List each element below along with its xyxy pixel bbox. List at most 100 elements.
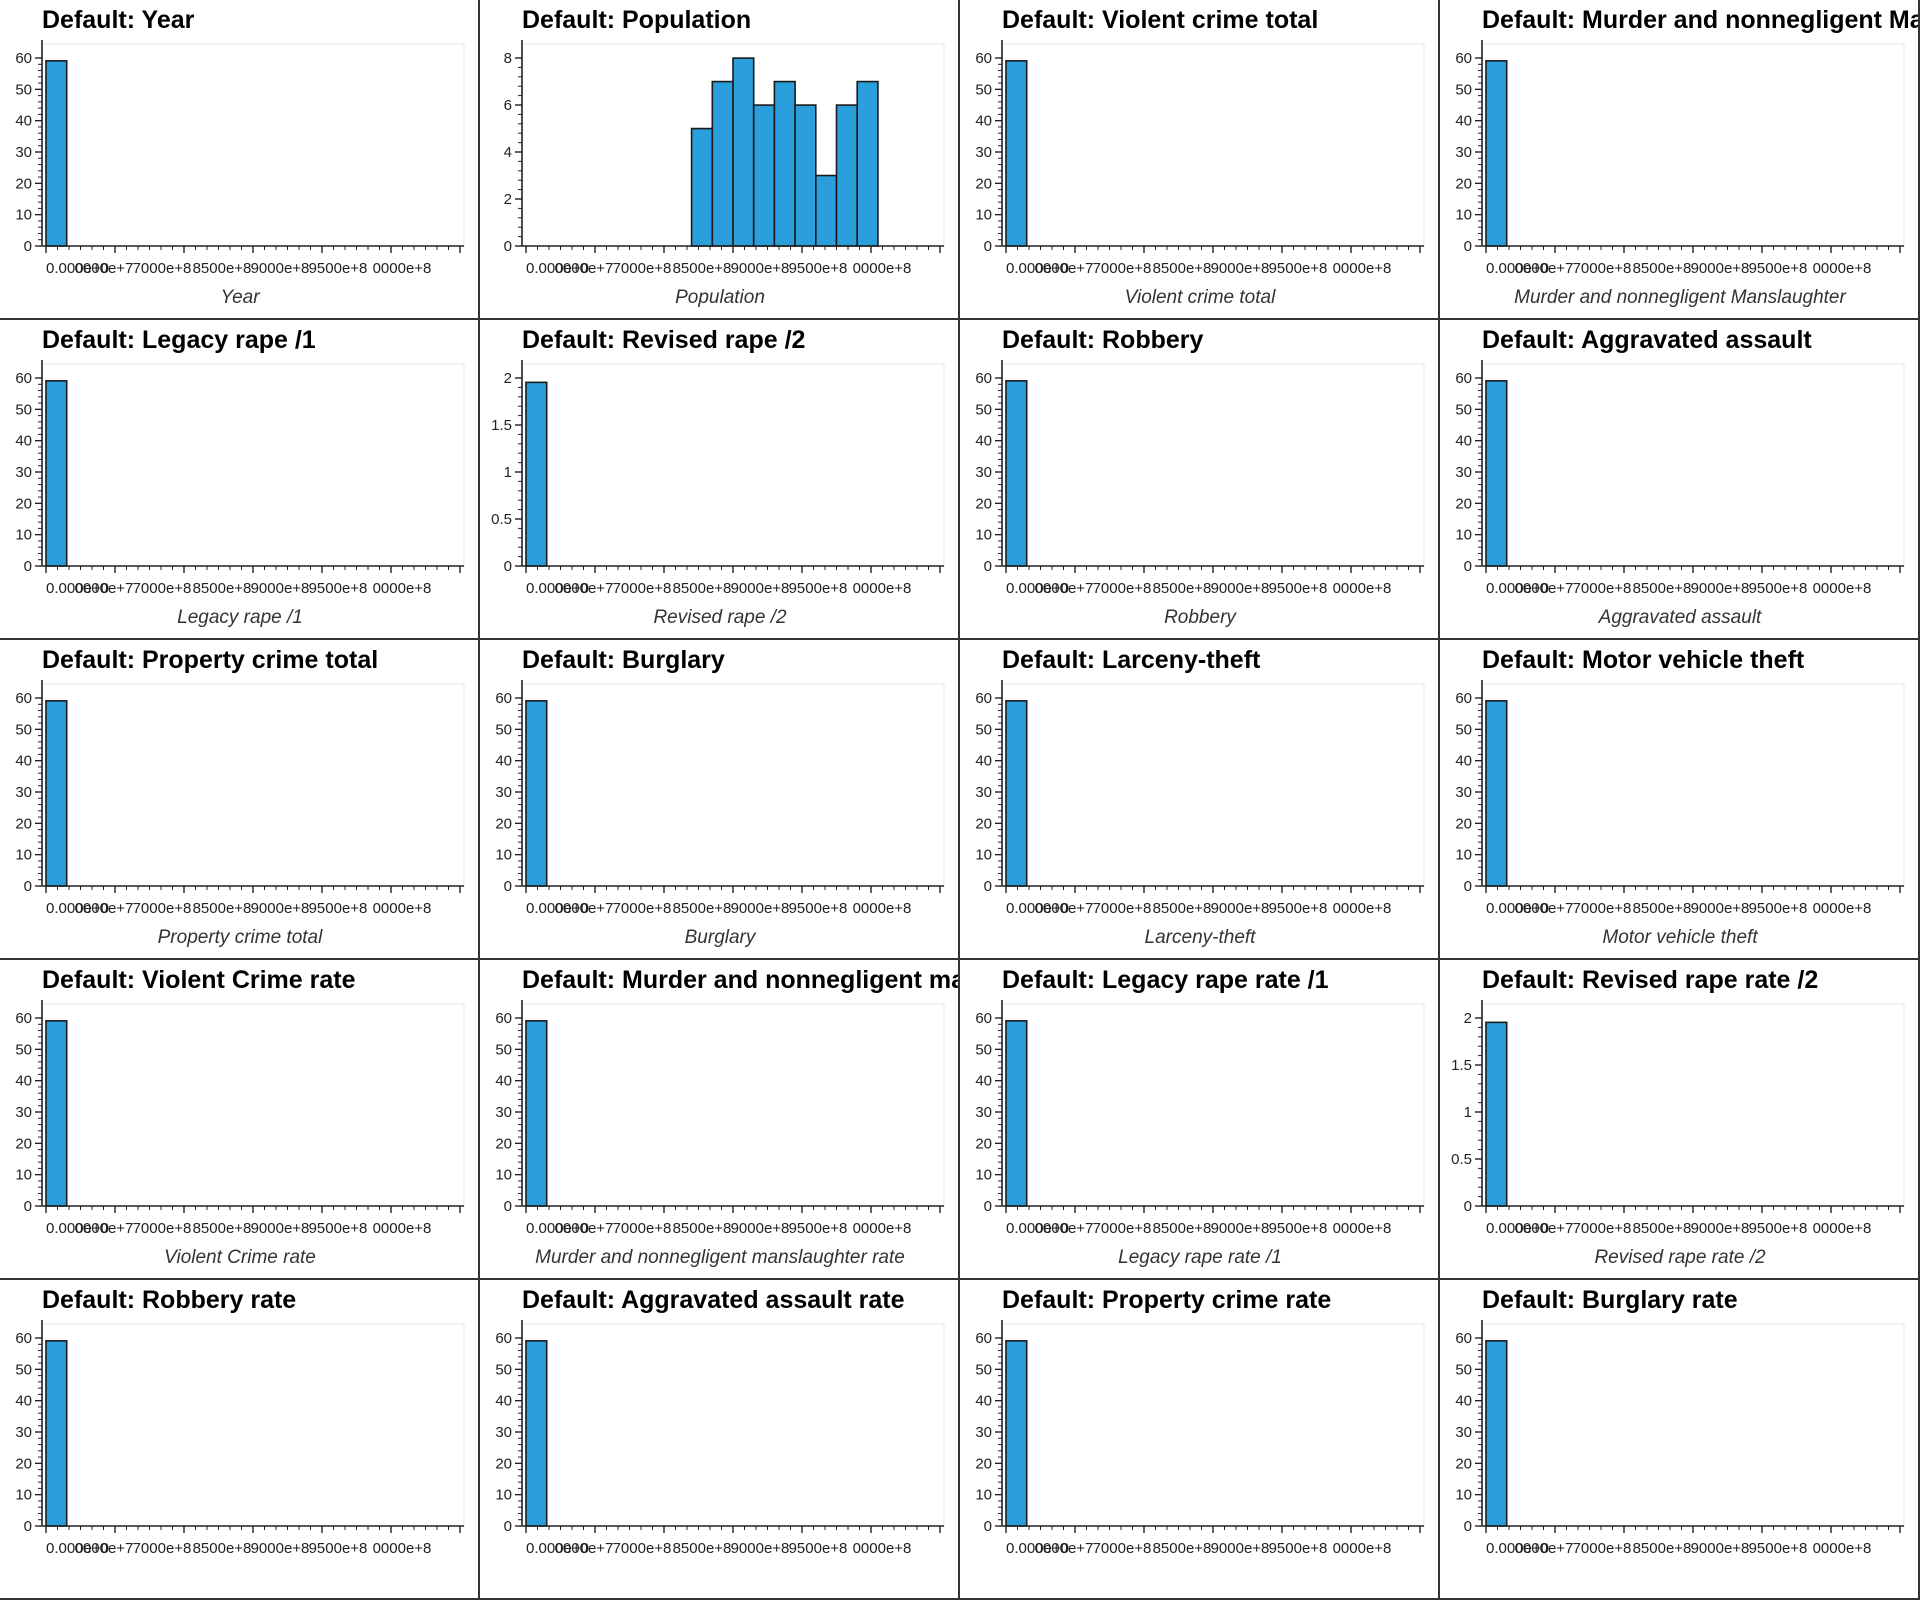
x-tick-label: 0000e+8 xyxy=(1333,1220,1392,1237)
chart-title: Default: Larceny-theft xyxy=(1002,646,1261,674)
y-tick-label: 0 xyxy=(504,238,512,255)
chart-title: Default: Violent crime total xyxy=(1002,6,1319,34)
x-tick-label: 0000e+7 xyxy=(555,1220,614,1237)
y-tick-label: 10 xyxy=(15,847,32,864)
chart-panel: 0 10 20 30 40 50 60 0.000e+0 0000e+7 7000e+8 8500e… xyxy=(960,640,1440,960)
y-tick-label: 30 xyxy=(495,784,512,801)
x-axis-label: Legacy rape rate /1 xyxy=(1118,1247,1282,1268)
x-tick-label: 0000e+8 xyxy=(1333,260,1392,277)
chart-panel: 0 10 20 30 40 50 60 0.000e+0 0000e+7 7000e+8 8500e… xyxy=(480,960,960,1280)
x-tick-label: 0000e+8 xyxy=(1333,580,1392,597)
chart-panel: 0 10 20 30 40 50 60 0.000e+0 0000e+7 7000e+8 8500e… xyxy=(1440,640,1920,960)
y-tick-label: 60 xyxy=(495,690,512,707)
x-tick-label: 9500e+8 xyxy=(309,580,368,597)
x-axis-label: Murder and nonnegligent Manslaughter xyxy=(1514,287,1846,308)
x-axis-label: Robbery xyxy=(1164,607,1236,628)
y-tick-label: 60 xyxy=(1455,50,1472,67)
y-tick-label: 10 xyxy=(15,527,32,544)
y-tick-label: 20 xyxy=(975,175,992,192)
histogram-bar xyxy=(525,381,548,567)
y-tick-label: 1 xyxy=(1464,1104,1472,1121)
y-tick-label: 40 xyxy=(975,433,992,450)
plot-frame xyxy=(1001,1323,1425,1527)
x-tick-label: 0.000e+0 xyxy=(526,260,589,277)
histogram-bar xyxy=(45,1340,68,1527)
x-tick-label: 0000e+8 xyxy=(1333,1540,1392,1557)
x-tick-label: 0000e+7 xyxy=(1515,1220,1574,1237)
histogram-bar xyxy=(1485,380,1508,567)
y-tick-label: 50 xyxy=(15,1041,32,1058)
y-tick-label: 40 xyxy=(15,433,32,450)
x-tick-label: 0.000e+0 xyxy=(46,580,109,597)
y-tick-label: 50 xyxy=(1455,1361,1472,1378)
x-tick-label: 9500e+8 xyxy=(1749,1220,1808,1237)
x-tick-label: 0.000e+0 xyxy=(526,1220,589,1237)
y-tick-label: 30 xyxy=(1455,144,1472,161)
x-tick-label: 8500e+8 xyxy=(193,260,252,277)
y-tick-label: 30 xyxy=(1455,1424,1472,1441)
chart-panel: 0 0.5 1 1.5 2 0.000e+0 0000e+7 7000e+8 8500e+8 90… xyxy=(480,320,960,640)
y-tick-label: 20 xyxy=(1455,815,1472,832)
x-tick-label: 0000e+7 xyxy=(75,900,134,917)
x-tick-label: 0000e+7 xyxy=(1515,1540,1574,1557)
x-tick-label: 9000e+8 xyxy=(731,1220,790,1237)
y-tick-label: 60 xyxy=(975,1010,992,1027)
x-tick-label: 0000e+7 xyxy=(1515,260,1574,277)
chart-panel: 0 10 20 30 40 50 60 0.000e+0 0000e+7 7000e+8 8500e… xyxy=(1440,0,1920,320)
histogram-bar xyxy=(773,80,796,247)
x-tick-label: 0000e+7 xyxy=(555,900,614,917)
y-tick-label: 50 xyxy=(975,1041,992,1058)
y-tick-label: 0 xyxy=(504,1518,512,1535)
histogram-bar xyxy=(1485,60,1508,247)
chart-title: Default: Revised rape rate /2 xyxy=(1482,966,1819,994)
x-tick-label: 9000e+8 xyxy=(251,1540,310,1557)
x-tick-label: 7000e+8 xyxy=(133,580,192,597)
y-tick-label: 40 xyxy=(15,1073,32,1090)
y-tick-label: 60 xyxy=(975,690,992,707)
x-axis-label: Violent Crime rate xyxy=(164,1247,316,1268)
x-tick-label: 8500e+8 xyxy=(673,900,732,917)
y-tick-label: 0 xyxy=(504,878,512,895)
chart-title: Default: Property crime total xyxy=(42,646,379,674)
chart-title: Default: Aggravated assault rate xyxy=(522,1286,905,1314)
y-tick-label: 40 xyxy=(1455,113,1472,130)
x-tick-label: 0000e+8 xyxy=(853,260,912,277)
y-tick-label: 0 xyxy=(984,238,992,255)
y-tick-label: 50 xyxy=(975,401,992,418)
y-tick-label: 40 xyxy=(15,1393,32,1410)
x-tick-label: 0000e+7 xyxy=(555,580,614,597)
x-tick-label: 7000e+8 xyxy=(613,1540,672,1557)
y-tick-label: 20 xyxy=(975,815,992,832)
chart-panel: 0 10 20 30 40 50 60 0.000e+0 0000e+7 7000e+8 8500e… xyxy=(0,960,480,1280)
chart-panel: 0 2 4 6 8 0.000e+0 0000e+7 7000e+8 8500e+8 9000e+… xyxy=(480,0,960,320)
x-tick-label: 9000e+8 xyxy=(1691,1220,1750,1237)
x-tick-label: 9000e+8 xyxy=(1211,260,1270,277)
y-tick-label: 0.5 xyxy=(1451,1151,1472,1168)
histogram-bar xyxy=(732,57,755,247)
y-tick-label: 30 xyxy=(975,1104,992,1121)
y-tick-label: 50 xyxy=(1455,401,1472,418)
y-tick-label: 20 xyxy=(15,175,32,192)
x-tick-label: 8500e+8 xyxy=(673,1540,732,1557)
x-tick-label: 0.000e+0 xyxy=(1486,260,1549,277)
x-tick-label: 8500e+8 xyxy=(1153,900,1212,917)
x-tick-label: 8500e+8 xyxy=(1153,580,1212,597)
y-tick-label: 8 xyxy=(504,50,512,67)
x-tick-label: 9500e+8 xyxy=(1749,900,1808,917)
x-axis-label: Larceny-theft xyxy=(1144,927,1256,948)
x-tick-label: 9000e+8 xyxy=(731,900,790,917)
histogram-bar xyxy=(1485,1021,1508,1207)
y-tick-label: 20 xyxy=(15,815,32,832)
chart-panel: 0 10 20 30 40 50 60 0.000e+0 0000e+7 7000e+8 8500e… xyxy=(960,960,1440,1280)
y-tick-label: 40 xyxy=(495,1393,512,1410)
y-tick-label: 30 xyxy=(495,1104,512,1121)
x-tick-label: 9500e+8 xyxy=(309,1540,368,1557)
plot-frame xyxy=(1001,1003,1425,1207)
y-tick-label: 60 xyxy=(15,370,32,387)
